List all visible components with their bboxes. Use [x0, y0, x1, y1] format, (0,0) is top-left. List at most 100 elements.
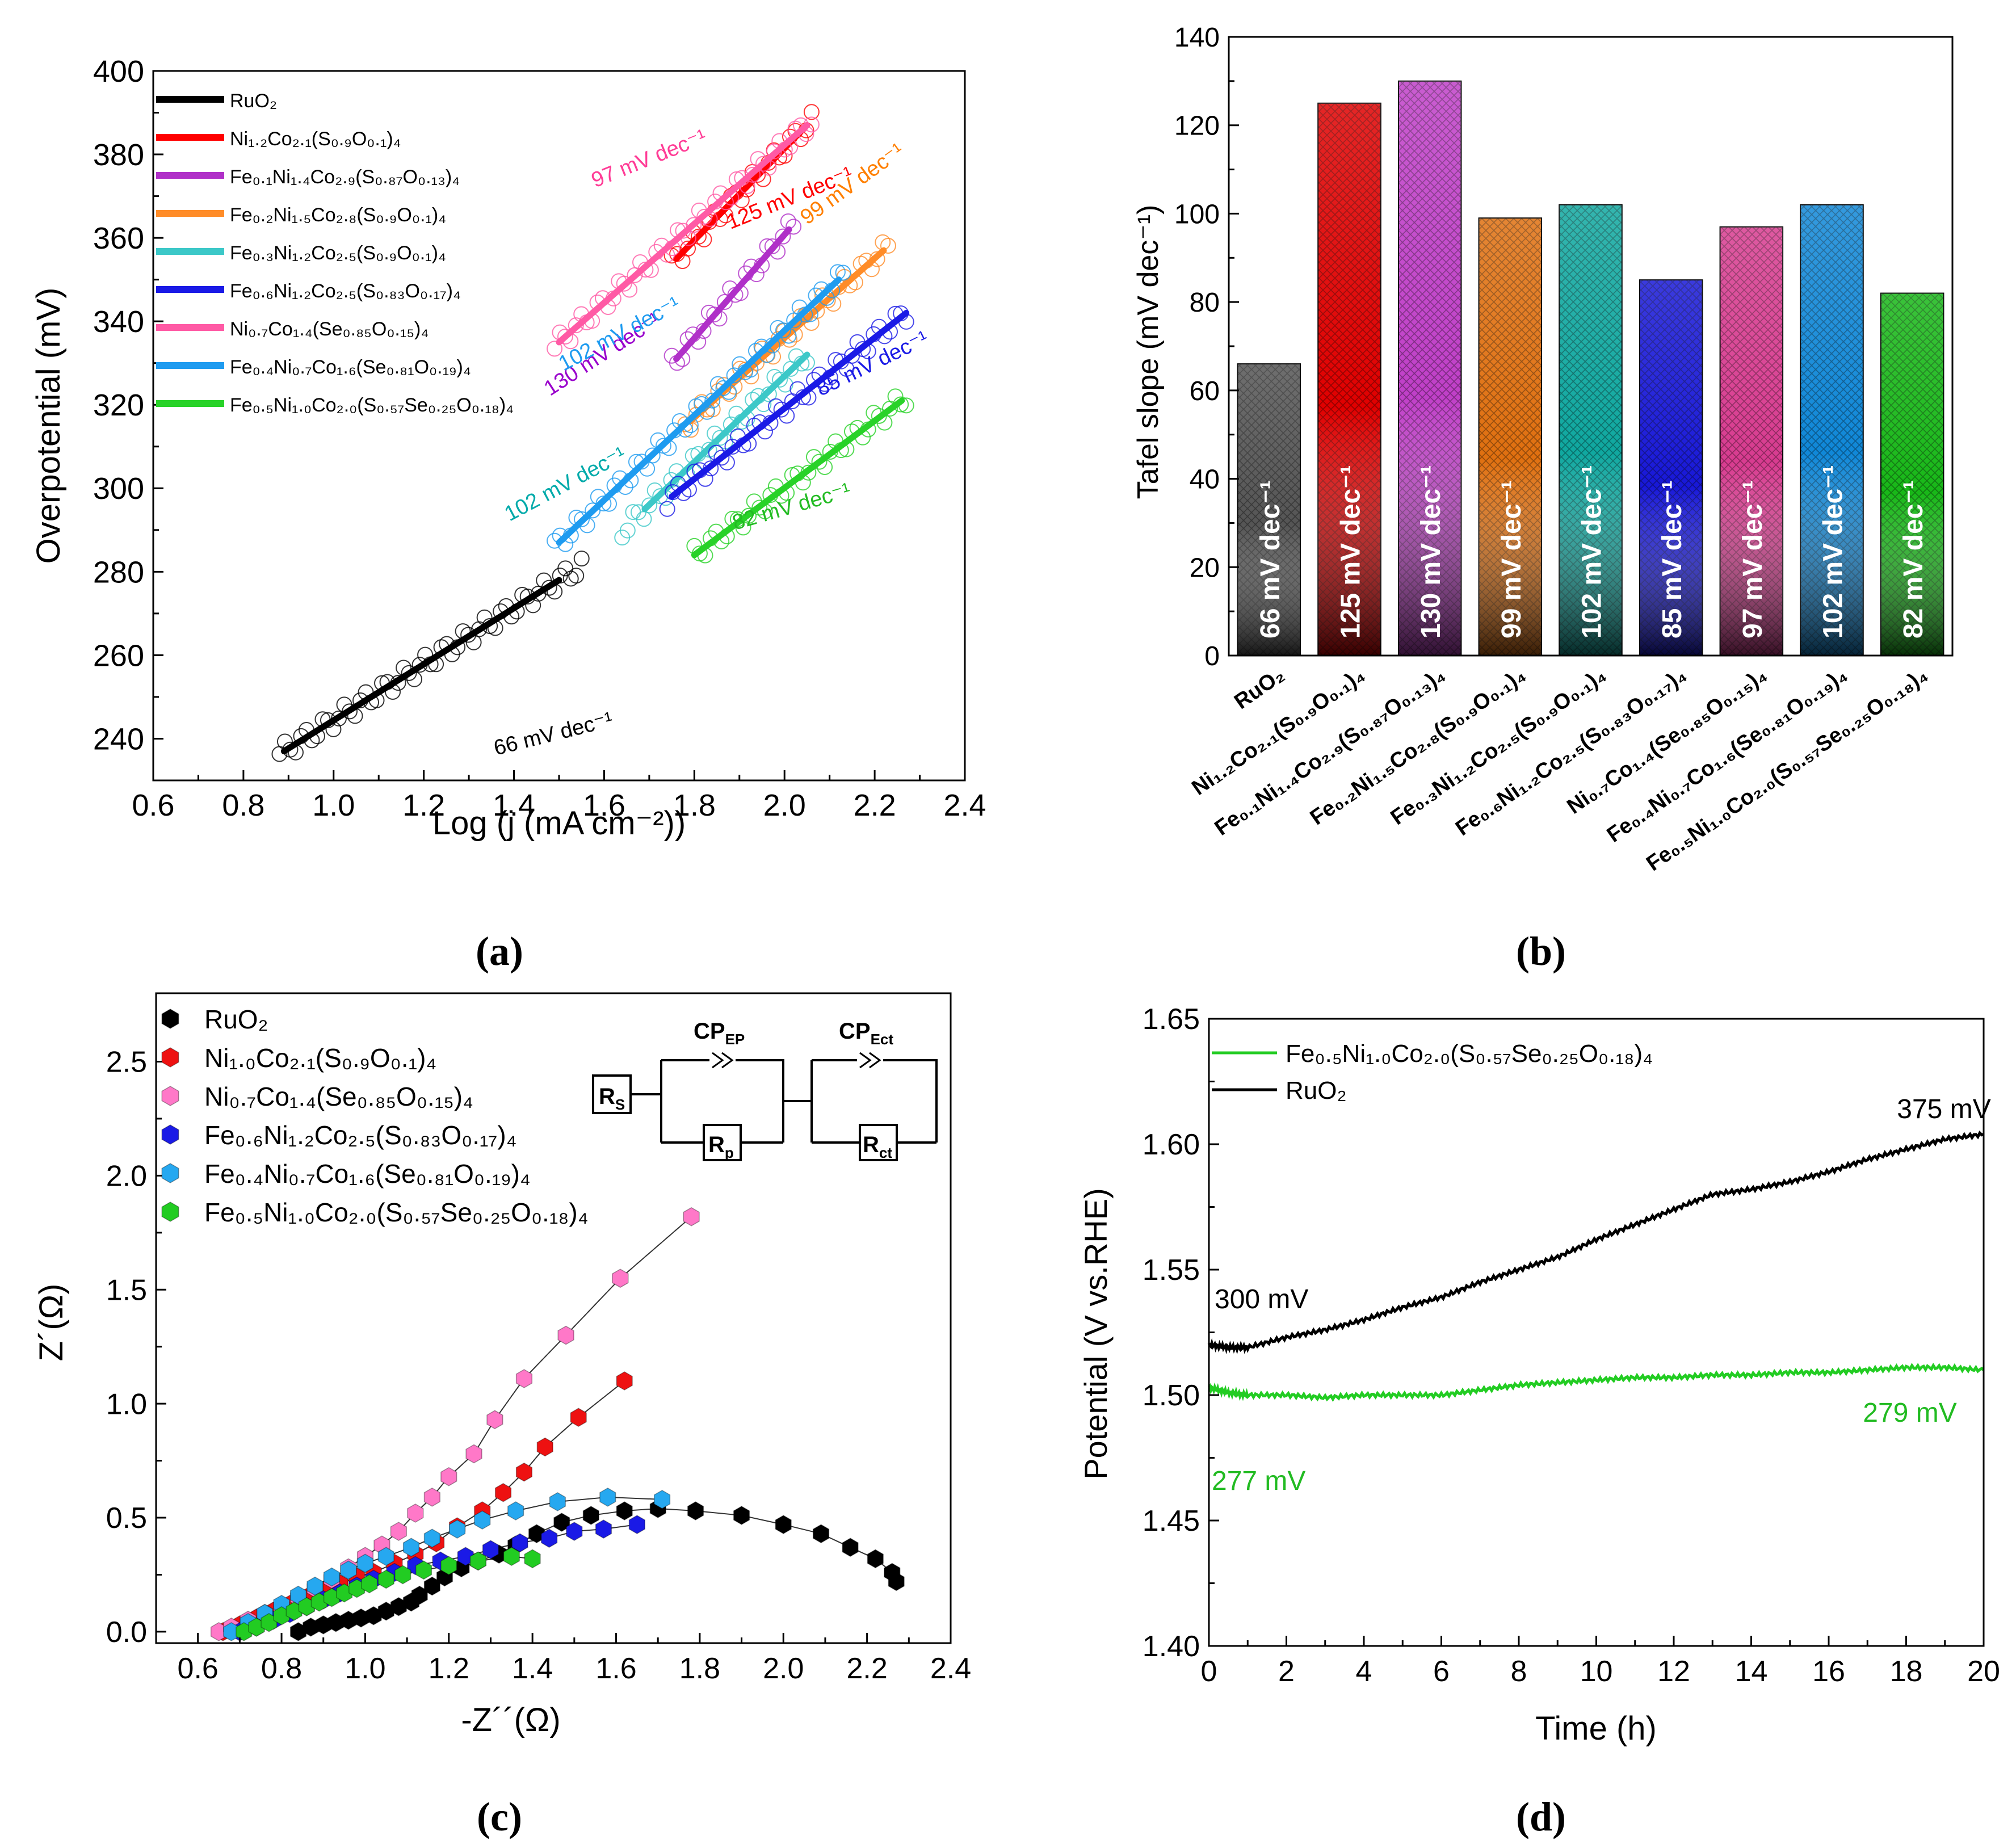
a-legend-label: Fe₀.₅Ni₁.₀Co₂.₀(S₀.₅₇Se₀.₂₅O₀.₁₈)₄: [230, 394, 514, 416]
c-legend-label: RuO₂: [204, 1005, 268, 1034]
a-data-point: [773, 401, 789, 418]
a-legend-label: Fe₀.₁Ni₁.₄Co₂.₉(S₀.₈₇O₀.₁₃)₄: [230, 166, 460, 188]
a-legend-label: Fe₀.₂Ni₁.₅Co₂.₈(S₀.₉O₀.₁)₄: [230, 204, 446, 226]
c-legend-marker: [161, 1086, 179, 1106]
b-bar-shade: [1639, 280, 1703, 656]
y-tick-label: 1.55: [1143, 1254, 1200, 1287]
y-tick-label: 120: [1174, 111, 1220, 141]
a-legend: RuO₂ Ni₁.₂Co₂.₁(S₀.₉O₀.₁)₄ Fe₀.₁Ni₁.₄Co₂.₉…: [156, 90, 514, 416]
a-data-point: [686, 217, 702, 233]
c-data-point: [323, 1567, 341, 1587]
a-data-point: [701, 442, 717, 458]
c-data-point: [553, 1513, 570, 1532]
circuit-rp-label: Rp: [708, 1132, 734, 1161]
c-data-point: [733, 1506, 750, 1525]
c-data-point: [361, 1574, 378, 1594]
circuit-rct-box: [859, 1124, 898, 1161]
a-data-point: [704, 392, 721, 409]
c-x-axis-label: -Z´´(Ω): [461, 1702, 560, 1738]
y-tick-label: 340: [93, 305, 144, 339]
c-legend-marker: [161, 1009, 179, 1029]
d-annotation-feni-end: 279 mV: [1863, 1398, 1956, 1428]
c-legend-marker: [161, 1202, 179, 1222]
a-data-point: [706, 306, 723, 323]
x-tick-label: 4: [1356, 1655, 1372, 1688]
x-tick-label: 1.0: [345, 1652, 385, 1685]
b-bar-value-label: 102 mV dec⁻¹: [1818, 465, 1849, 639]
a-data-point: [659, 501, 675, 517]
x-tick-label: 2.4: [930, 1652, 971, 1685]
b-bar-value-label: 97 mV dec⁻¹: [1738, 480, 1768, 639]
circuit-rct-label: Rct: [863, 1132, 892, 1161]
a-legend-label: Fe₀.₆Ni₁.₂Co₂.₅(S₀.₈₃O₀.₁₇)₄: [230, 280, 461, 302]
y-tick-label: 400: [93, 54, 144, 89]
c-data-point: [687, 1501, 704, 1521]
a-legend-label: Ni₀.₇Co₁.₄(Se₀.₈₅O₀.₁₅)₄: [230, 318, 429, 340]
c-y-axis-label: Z´(Ω): [33, 1284, 70, 1362]
a-data-point: [803, 104, 820, 120]
c-data-point: [423, 1488, 440, 1507]
c-data-point: [549, 1492, 566, 1511]
a-data-point: [401, 665, 417, 681]
x-tick-label: 1.4: [493, 788, 535, 822]
a-data-point: [712, 430, 728, 446]
x-tick-label: 1.6: [583, 788, 625, 822]
a-data-point: [764, 238, 780, 254]
c-data-point: [616, 1371, 633, 1391]
c-data-point: [616, 1501, 633, 1521]
c-data-point: [482, 1540, 499, 1560]
c-data-point: [306, 1576, 324, 1596]
a-data-point: [880, 237, 896, 254]
x-tick-label: 14: [1735, 1655, 1768, 1688]
x-tick-label: 1.8: [679, 1652, 720, 1685]
a-data-point: [680, 240, 696, 257]
y-tick-label: 1.50: [1143, 1379, 1200, 1412]
c-legend-label: Ni₀.₇Co₁.₄(Se₀.₈₅O₀.₁₅)₄: [204, 1082, 473, 1111]
c-data-point: [507, 1501, 524, 1521]
a-data-point: [530, 585, 547, 602]
circuit-wires: [631, 1059, 938, 1144]
c-data-point: [570, 1408, 587, 1427]
c-data-point: [390, 1522, 407, 1541]
d-legend: Fe₀.₅Ni₁.₀Co₂.₀(S₀.₅₇Se₀.₂₅O₀.₁₈)₄ RuO₂: [1212, 1040, 1653, 1104]
y-tick-label: 300: [93, 472, 144, 506]
y-tick-label: 1.0: [106, 1388, 147, 1421]
b-bar-value-label: 125 mV dec⁻¹: [1336, 465, 1366, 639]
c-data-point: [541, 1528, 558, 1548]
c-axes: 0.6 0.8 1.0 1.2 1.4 1.6 1.8 2.0 2.2 2.4 0.0 0.5 1.0 1…: [106, 1046, 971, 1685]
x-tick-label: 12: [1657, 1655, 1690, 1688]
c-data-point: [612, 1269, 629, 1288]
circuit-cp-ep-label: CPEP: [694, 1019, 745, 1048]
a-data-point: [772, 371, 788, 388]
x-tick-label: 0: [1201, 1655, 1217, 1688]
y-tick-label: 0: [1204, 641, 1220, 671]
a-data-point: [573, 551, 590, 567]
c-data-point: [842, 1538, 859, 1557]
y-tick-label: 320: [93, 388, 144, 422]
y-tick-label: 20: [1190, 553, 1220, 583]
c-data-point: [812, 1524, 830, 1544]
a-legend-label: Fe₀.₃Ni₁.₂Co₂.₅(S₀.₉O₀.₁)₄: [230, 242, 446, 264]
x-tick-label: 2.0: [763, 1652, 804, 1685]
x-tick-label: 16: [1812, 1655, 1845, 1688]
circuit-cpe-symbols: [712, 1052, 881, 1069]
a-x-axis-label: Log (j (mA cm⁻²)): [432, 805, 686, 842]
c-data-point: [494, 1482, 512, 1502]
a-fit-line: [556, 276, 842, 546]
x-tick-label: 1.6: [595, 1652, 636, 1685]
a-data-point: [755, 156, 771, 172]
c-data-point: [440, 1556, 457, 1576]
a-data-point: [616, 275, 632, 292]
c-legend-marker: [161, 1047, 179, 1068]
a-data-point: [835, 264, 851, 281]
d-axes: 0 2 4 6 8 10 12 14 16 18 20 1.40 1.45 1.50 1.55 1.60 1.6…: [1143, 1003, 2000, 1688]
a-data-point: [775, 322, 791, 339]
x-tick-label: 1.2: [429, 1652, 469, 1685]
d-series-line: [1207, 1130, 1984, 1355]
c-data-point: [377, 1547, 394, 1566]
y-tick-label: 260: [93, 639, 144, 673]
c-data-point: [653, 1490, 671, 1509]
y-tick-label: 280: [93, 555, 144, 589]
y-tick-label: 380: [93, 138, 144, 172]
y-tick-label: 1.60: [1143, 1128, 1200, 1161]
